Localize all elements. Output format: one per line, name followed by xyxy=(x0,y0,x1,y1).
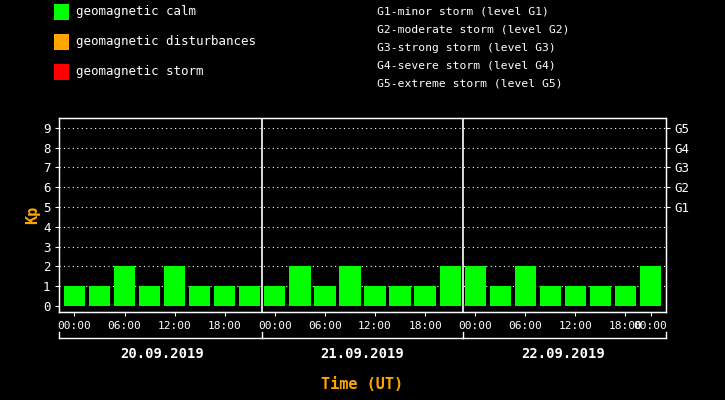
Bar xyxy=(114,266,135,306)
Text: geomagnetic disturbances: geomagnetic disturbances xyxy=(76,36,256,48)
Bar xyxy=(164,266,186,306)
Bar xyxy=(314,286,336,306)
Text: G3-strong storm (level G3): G3-strong storm (level G3) xyxy=(377,43,556,53)
Bar xyxy=(589,286,611,306)
Y-axis label: Kp: Kp xyxy=(25,206,40,224)
Text: geomagnetic storm: geomagnetic storm xyxy=(76,66,204,78)
Bar xyxy=(515,266,536,306)
Bar xyxy=(239,286,260,306)
Text: G1-minor storm (level G1): G1-minor storm (level G1) xyxy=(377,7,549,17)
Bar xyxy=(615,286,636,306)
Bar xyxy=(439,266,461,306)
Bar xyxy=(214,286,236,306)
Bar xyxy=(415,286,436,306)
Bar xyxy=(339,266,360,306)
Text: 20.09.2019: 20.09.2019 xyxy=(120,347,204,361)
Bar xyxy=(489,286,511,306)
Bar xyxy=(89,286,110,306)
Bar xyxy=(539,286,561,306)
Text: 22.09.2019: 22.09.2019 xyxy=(521,347,605,361)
Text: G4-severe storm (level G4): G4-severe storm (level G4) xyxy=(377,61,556,71)
Bar xyxy=(465,266,486,306)
Text: G2-moderate storm (level G2): G2-moderate storm (level G2) xyxy=(377,25,570,35)
Bar xyxy=(64,286,85,306)
Bar xyxy=(139,286,160,306)
Text: Time (UT): Time (UT) xyxy=(321,377,404,392)
Bar xyxy=(365,286,386,306)
Bar xyxy=(389,286,410,306)
Bar xyxy=(565,286,586,306)
Bar xyxy=(640,266,661,306)
Bar xyxy=(189,286,210,306)
Text: G5-extreme storm (level G5): G5-extreme storm (level G5) xyxy=(377,79,563,89)
Text: 21.09.2019: 21.09.2019 xyxy=(320,347,405,361)
Bar xyxy=(289,266,310,306)
Text: geomagnetic calm: geomagnetic calm xyxy=(76,6,196,18)
Bar xyxy=(264,286,286,306)
